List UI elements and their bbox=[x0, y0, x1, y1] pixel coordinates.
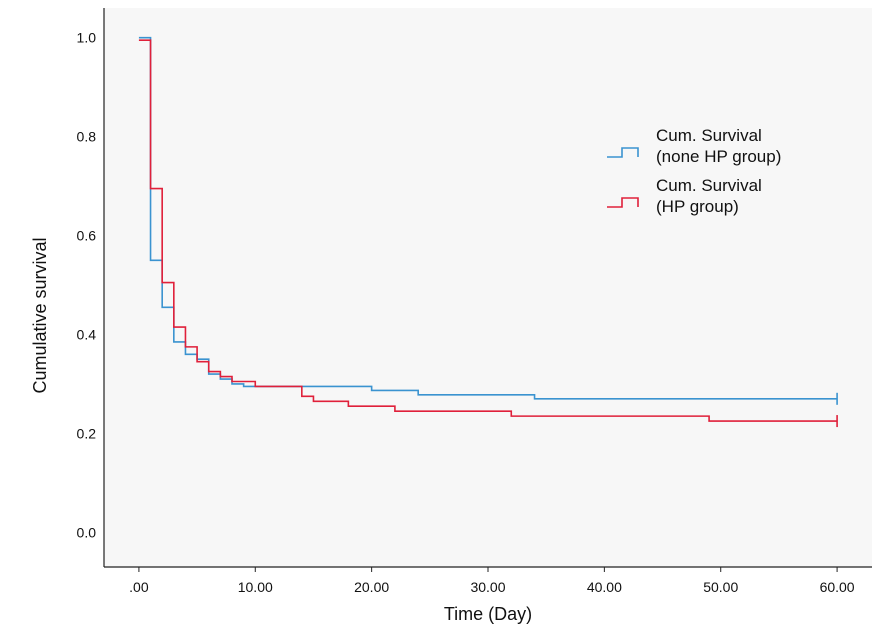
x-tick-label: 30.00 bbox=[470, 579, 505, 595]
y-axis-ticks: 0.0 0.2 0.4 0.6 0.8 1.0 bbox=[77, 30, 97, 541]
series-line-1 bbox=[138, 39, 838, 422]
y-tick-label: 0.4 bbox=[77, 326, 97, 342]
x-axis-ticks: .00 10.00 20.00 30.00 40.00 50.00 60.00 bbox=[129, 567, 855, 595]
x-tick-label: 40.00 bbox=[587, 579, 622, 595]
series-layer bbox=[138, 36, 838, 428]
y-tick-label: 0.0 bbox=[77, 524, 97, 540]
legend-symbol bbox=[607, 197, 639, 208]
x-tick-label: 10.00 bbox=[238, 579, 273, 595]
x-tick-label: 60.00 bbox=[820, 579, 855, 595]
y-tick-label: 0.8 bbox=[77, 129, 97, 145]
x-tick-label: 20.00 bbox=[354, 579, 389, 595]
x-axis-title: Time (Day) bbox=[444, 604, 532, 624]
plot-area bbox=[104, 8, 872, 567]
y-axis-title: Cumulative survival bbox=[30, 237, 50, 393]
legend-label: (none HP group) bbox=[656, 147, 781, 166]
y-tick-label: 0.2 bbox=[77, 425, 97, 441]
x-tick-label: .00 bbox=[129, 579, 149, 595]
y-tick-label: 0.6 bbox=[77, 228, 97, 244]
legend-label: Cum. Survival bbox=[656, 126, 762, 145]
y-tick-label: 1.0 bbox=[77, 30, 97, 46]
legend: Cum. Survival (none HP group) Cum. Surviva… bbox=[607, 126, 781, 216]
x-tick-label: 50.00 bbox=[703, 579, 738, 595]
legend-label: Cum. Survival bbox=[656, 176, 762, 195]
legend-label: (HP group) bbox=[656, 197, 739, 216]
legend-symbol bbox=[607, 147, 639, 158]
